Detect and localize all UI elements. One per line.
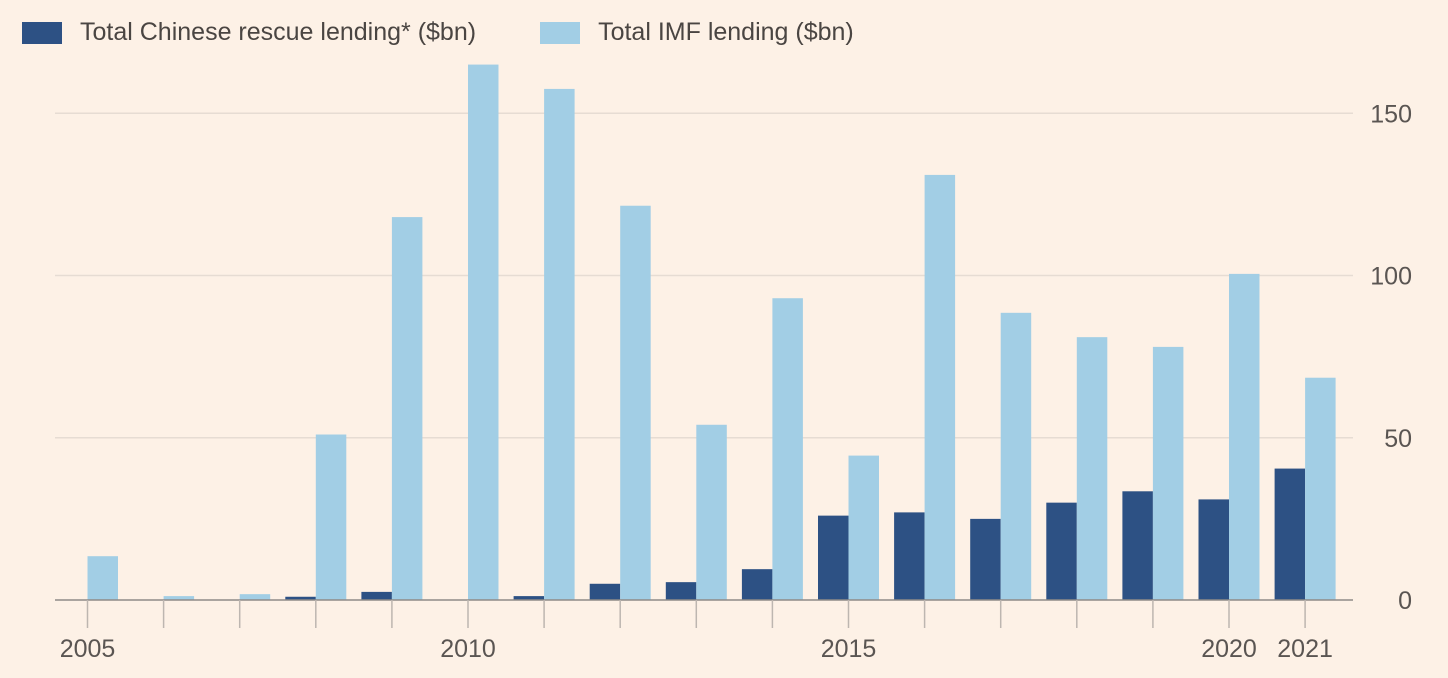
y-tick-label-0: 0 xyxy=(1398,587,1412,615)
bar-chinese-2017 xyxy=(970,518,1001,600)
bar-imf-2006 xyxy=(163,596,195,600)
bar-chinese-2015 xyxy=(818,515,849,600)
legend: Total Chinese rescue lending* ($bn) Tota… xyxy=(22,18,918,47)
bar-imf-2008 xyxy=(315,434,347,600)
bar-imf-2019 xyxy=(1152,346,1184,600)
x-tick-label-2020: 2020 xyxy=(1201,635,1257,663)
bar-imf-2009 xyxy=(391,217,423,600)
y-tick-label-100: 100 xyxy=(1370,263,1412,291)
legend-label-imf: Total IMF lending ($bn) xyxy=(598,18,854,46)
bar-chinese-2013 xyxy=(665,582,697,600)
bar-chinese-2012 xyxy=(589,583,621,600)
bar-imf-2012 xyxy=(620,205,651,601)
bar-imf-2013 xyxy=(696,424,727,600)
legend-swatch-chinese xyxy=(22,21,62,44)
x-tick-label-2010: 2010 xyxy=(440,635,496,663)
bar-chinese-2021 xyxy=(1274,468,1306,600)
bar-imf-2020 xyxy=(1229,273,1260,600)
legend-swatch-imf xyxy=(540,21,581,44)
x-axis-ticks: 2005 2010 2015 2020 2021 xyxy=(60,635,1333,663)
bar-chinese-2020 xyxy=(1198,499,1229,600)
x-tick-label-2021: 2021 xyxy=(1277,635,1333,663)
bar-imf-2014 xyxy=(772,298,803,600)
y-axis-ticks: 0 50 100 150 xyxy=(1370,100,1412,615)
bar-imf-2005 xyxy=(87,556,118,600)
bar-chinese-2016 xyxy=(894,512,925,600)
legend-item-imf: Total IMF lending ($bn) xyxy=(540,18,854,47)
bar-imf-2010 xyxy=(468,64,499,600)
bar-imf-2018 xyxy=(1076,337,1108,600)
bars xyxy=(87,64,1336,601)
bar-chinese-2009 xyxy=(361,591,392,600)
bar-chinese-2019 xyxy=(1122,491,1153,600)
bar-imf-2016 xyxy=(924,174,956,600)
bar-chinese-2014 xyxy=(741,569,773,600)
y-tick-label-150: 150 xyxy=(1370,100,1412,128)
bar-imf-2011 xyxy=(544,88,575,600)
bar-chinese-2011 xyxy=(513,596,545,600)
bar-chinese-2008 xyxy=(285,596,316,600)
legend-item-chinese: Total Chinese rescue lending* ($bn) xyxy=(22,18,476,47)
x-tick-label-2005: 2005 xyxy=(60,635,116,663)
bar-imf-2007 xyxy=(239,594,271,600)
legend-label-chinese: Total Chinese rescue lending* ($bn) xyxy=(80,18,477,46)
bar-imf-2015 xyxy=(848,455,879,600)
bar-imf-2017 xyxy=(1000,312,1032,600)
bar-imf-2021 xyxy=(1305,377,1336,600)
bar-chinese-2018 xyxy=(1046,502,1077,600)
x-axis xyxy=(55,599,1353,628)
y-tick-label-50: 50 xyxy=(1384,425,1412,453)
x-tick-label-2015: 2015 xyxy=(821,635,877,663)
